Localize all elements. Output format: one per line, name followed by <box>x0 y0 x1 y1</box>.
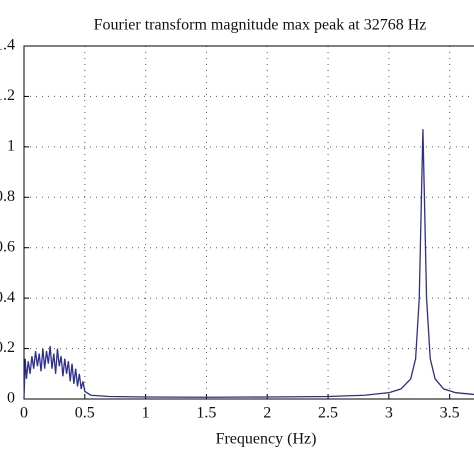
x-tick-label: 0 <box>20 405 28 422</box>
chart-title: Fourier transform magnitude max peak at … <box>94 17 427 34</box>
y-tick-label: 0.4 <box>0 289 15 306</box>
x-axis-label: Frequency (Hz) <box>216 431 317 448</box>
x-tick-label: 3.5 <box>440 405 460 422</box>
y-tick-label: 0.6 <box>0 238 15 255</box>
x-tick-label: 3 <box>385 405 393 422</box>
x-tick-label: 1.5 <box>196 405 216 422</box>
y-tick-label: 1 <box>7 138 15 155</box>
y-tick-label: 0.8 <box>0 188 15 205</box>
y-tick-label: 0.2 <box>0 339 15 356</box>
y-tick-label: 0 <box>7 390 15 407</box>
line-series <box>23 129 474 400</box>
x-tick-label: 2.5 <box>318 405 338 422</box>
x-tick-label: 1 <box>142 405 150 422</box>
x-tick-label: 2 <box>263 405 271 422</box>
x-tick-label: 0.5 <box>75 405 95 422</box>
plot-frame <box>23 45 474 400</box>
y-tick-label: 1.4 <box>0 37 15 54</box>
y-tick-label: 1.2 <box>0 87 15 104</box>
